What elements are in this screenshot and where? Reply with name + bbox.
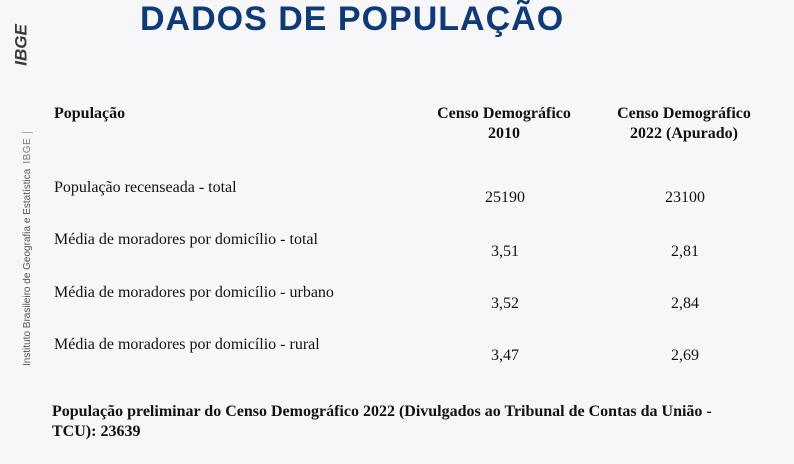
row-value-2010: 25190 <box>485 189 525 206</box>
row-value-2022: 2,69 <box>671 347 699 364</box>
institution-vertical-text: Instituto Brasileiro de Geografia e Esta… <box>22 131 33 366</box>
institution-abbr: IBGE <box>22 137 33 164</box>
ibge-logo: IBGE <box>12 24 31 66</box>
sidebar: IBGE Instituto Brasileiro de Geografia e… <box>0 0 40 464</box>
page-title: DADOS DE POPULAÇÃO <box>140 0 565 38</box>
row-label: Média de moradores por domicílio - rural <box>54 336 320 353</box>
row-label: População recenseada - total <box>54 179 237 196</box>
row-value-2010: 3,52 <box>491 295 519 312</box>
row-value-2022: 23100 <box>665 189 705 206</box>
row-label: Média de moradores por domicílio - urban… <box>54 284 334 301</box>
row-label: Média de moradores por domicílio - total <box>54 231 318 248</box>
institution-name: Instituto Brasileiro de Geografia e Esta… <box>22 168 33 366</box>
divider <box>22 131 33 133</box>
row-value-2010: 3,47 <box>491 347 519 364</box>
footnote: População preliminar do Censo Demográfic… <box>52 403 712 440</box>
header-censo-2022: Censo Demográfico 2022 (Apurado) <box>617 105 751 142</box>
svg-text:IBGE: IBGE <box>12 24 31 66</box>
row-value-2022: 2,81 <box>671 243 699 260</box>
row-value-2022: 2,84 <box>671 295 699 312</box>
header-censo-2010: Censo Demográfico 2010 <box>437 105 571 142</box>
row-value-2010: 3,51 <box>491 243 519 260</box>
header-label: População <box>54 105 126 122</box>
